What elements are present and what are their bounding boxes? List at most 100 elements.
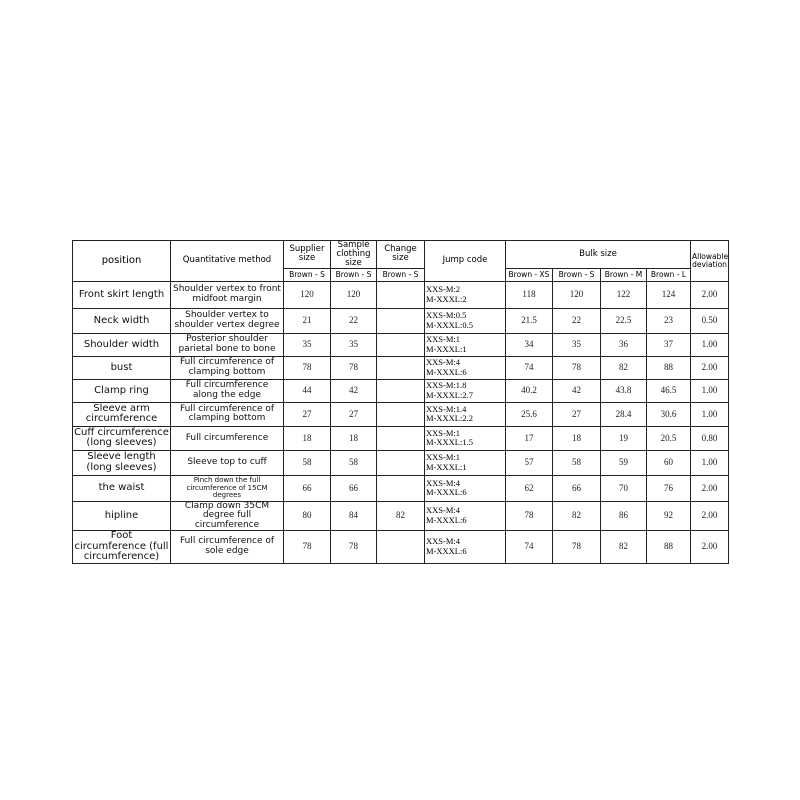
- table-row: Neck width Shoulder vertex to shoulder ve…: [72, 307, 729, 334]
- jump-code-cell: XXS-M:1 M-XXXL:1: [424, 332, 506, 357]
- change-size-cell: [376, 307, 425, 334]
- supplier-size-cell: 27: [283, 401, 331, 427]
- jump-code-cell: XXS-M:4 M-XXXL:6: [424, 355, 506, 380]
- bulk-size-s-cell: 35: [552, 332, 601, 357]
- bulk-size-xs-cell: 34: [505, 332, 553, 357]
- header-deviation: Allowable deviation: [690, 240, 729, 282]
- bulk-size-l-cell: 30.6: [646, 401, 691, 427]
- bulk-size-l-cell: 76: [646, 474, 691, 502]
- bulk-size-xs-cell: 74: [505, 530, 553, 564]
- change-size-cell: [376, 474, 425, 502]
- supplier-size-cell: 78: [283, 530, 331, 564]
- bulk-size-s-cell: 18: [552, 425, 601, 451]
- bulk-size-s-cell: 22: [552, 307, 601, 334]
- jump-code-line: M-XXXL:2.7: [426, 389, 473, 400]
- header-jump: Jump code: [424, 240, 506, 282]
- position-cell: Front skirt length: [72, 280, 171, 309]
- bulk-size-l-cell: 46.5: [646, 378, 691, 403]
- jump-code-line: XXS-M:4: [426, 477, 461, 488]
- bulk-size-s-cell: 27: [552, 401, 601, 427]
- bulk-size-l-cell: 124: [646, 280, 691, 309]
- jump-code-line: M-XXXL:2: [426, 293, 467, 304]
- bulk-size-m-cell: 86: [600, 500, 647, 532]
- bulk-size-s-cell: 82: [552, 500, 601, 532]
- subheader-sample: Brown - S: [330, 267, 377, 282]
- bulk-size-l-cell: 37: [646, 332, 691, 357]
- table-row: bust Full circumference of clamping botto…: [72, 355, 729, 380]
- bulk-size-l-cell: 88: [646, 355, 691, 380]
- jump-code-line: XXS-M:1: [426, 334, 461, 344]
- supplier-size-cell: 44: [283, 378, 331, 403]
- change-size-cell: [376, 378, 425, 403]
- jump-code-line: M-XXXL:6: [426, 514, 467, 525]
- sample-size-cell: 18: [330, 425, 377, 451]
- bulk-size-xs-cell: 78: [505, 500, 553, 532]
- subheader-bulk-xs: Brown - XS: [505, 267, 553, 282]
- subheader-bulk-l: Brown - L: [646, 267, 691, 282]
- jump-code-cell: XXS-M:1.8 M-XXXL:2.7: [424, 378, 506, 403]
- deviation-cell: 0.50: [690, 307, 729, 334]
- bulk-size-m-cell: 59: [600, 449, 647, 476]
- supplier-size-cell: 58: [283, 449, 331, 476]
- subheader-change: Brown - S: [376, 267, 425, 282]
- table-row: Sleeve length (long sleeves) Sleeve top t…: [72, 449, 729, 476]
- jump-code-cell: XXS-M:2 M-XXXL:2: [424, 280, 506, 309]
- deviation-cell: 2.00: [690, 280, 729, 309]
- position-cell: Neck width: [72, 307, 171, 334]
- bulk-size-l-cell: 23: [646, 307, 691, 334]
- jump-code-line: XXS-M:4: [426, 357, 461, 367]
- bulk-size-xs-cell: 17: [505, 425, 553, 451]
- supplier-size-cell: 35: [283, 332, 331, 357]
- method-cell: Posterior shoulder parietal bone to bone: [170, 332, 284, 357]
- jump-code-line: XXS-M:1: [426, 427, 461, 438]
- bulk-size-m-cell: 43.8: [600, 378, 647, 403]
- jump-code-line: M-XXXL:6: [426, 487, 467, 498]
- subheader-supplier: Brown - S: [283, 267, 331, 282]
- method-cell: Full circumference along the edge: [170, 378, 284, 403]
- bulk-size-xs-cell: 57: [505, 449, 553, 476]
- bulk-size-m-cell: 70: [600, 474, 647, 502]
- sample-size-cell: 22: [330, 307, 377, 334]
- bulk-size-xs-cell: 21.5: [505, 307, 553, 334]
- position-cell: Sleeve length (long sleeves): [72, 449, 171, 476]
- method-cell: Full circumference: [170, 425, 284, 451]
- position-cell: Cuff circumference (long sleeves): [72, 425, 171, 451]
- table-row: Clamp ring Full circumference along the e…: [72, 378, 729, 403]
- position-cell: Sleeve arm circumference: [72, 401, 171, 427]
- table-row: Front skirt length Shoulder vertex to fro…: [72, 280, 729, 309]
- sample-size-cell: 27: [330, 401, 377, 427]
- method-cell: Full circumference of sole edge: [170, 530, 284, 564]
- sample-size-cell: 42: [330, 378, 377, 403]
- bulk-size-s-cell: 42: [552, 378, 601, 403]
- bulk-size-m-cell: 82: [600, 355, 647, 380]
- change-size-cell: 82: [376, 500, 425, 532]
- header-method: Quantitative method: [170, 240, 284, 282]
- subheader-bulk-m: Brown - M: [600, 267, 647, 282]
- method-cell: Clamp down 35CM degree full circumferenc…: [170, 500, 284, 532]
- jump-code-cell: XXS-M:1 M-XXXL:1: [424, 449, 506, 476]
- position-cell: the waist: [72, 474, 171, 502]
- table-row: Foot circumference (full circumference) F…: [72, 530, 729, 564]
- bulk-size-s-cell: 78: [552, 530, 601, 564]
- sample-size-cell: 35: [330, 332, 377, 357]
- bulk-size-m-cell: 122: [600, 280, 647, 309]
- jump-code-line: XXS-M:1: [426, 452, 461, 462]
- bulk-size-s-cell: 78: [552, 355, 601, 380]
- bulk-size-xs-cell: 62: [505, 474, 553, 502]
- sample-size-cell: 78: [330, 530, 377, 564]
- change-size-cell: [376, 449, 425, 476]
- sample-size-cell: 58: [330, 449, 377, 476]
- jump-code-cell: XXS-M:4 M-XXXL:6: [424, 500, 506, 532]
- deviation-cell: 0.80: [690, 425, 729, 451]
- deviation-cell: 1.00: [690, 401, 729, 427]
- method-cell: Sleeve top to cuff: [170, 449, 284, 476]
- deviation-cell: 2.00: [690, 474, 729, 502]
- change-size-cell: [376, 355, 425, 380]
- table-row: Cuff circumference (long sleeves) Full ci…: [72, 425, 729, 451]
- jump-code-line: XXS-M:1.4: [426, 403, 467, 414]
- subheader-bulk-s: Brown - S: [552, 267, 601, 282]
- jump-code-line: XXS-M:0.5: [426, 310, 467, 320]
- bulk-size-xs-cell: 25.6: [505, 401, 553, 427]
- header-position: position: [72, 240, 171, 282]
- jump-code-line: M-XXXL:1: [426, 343, 467, 354]
